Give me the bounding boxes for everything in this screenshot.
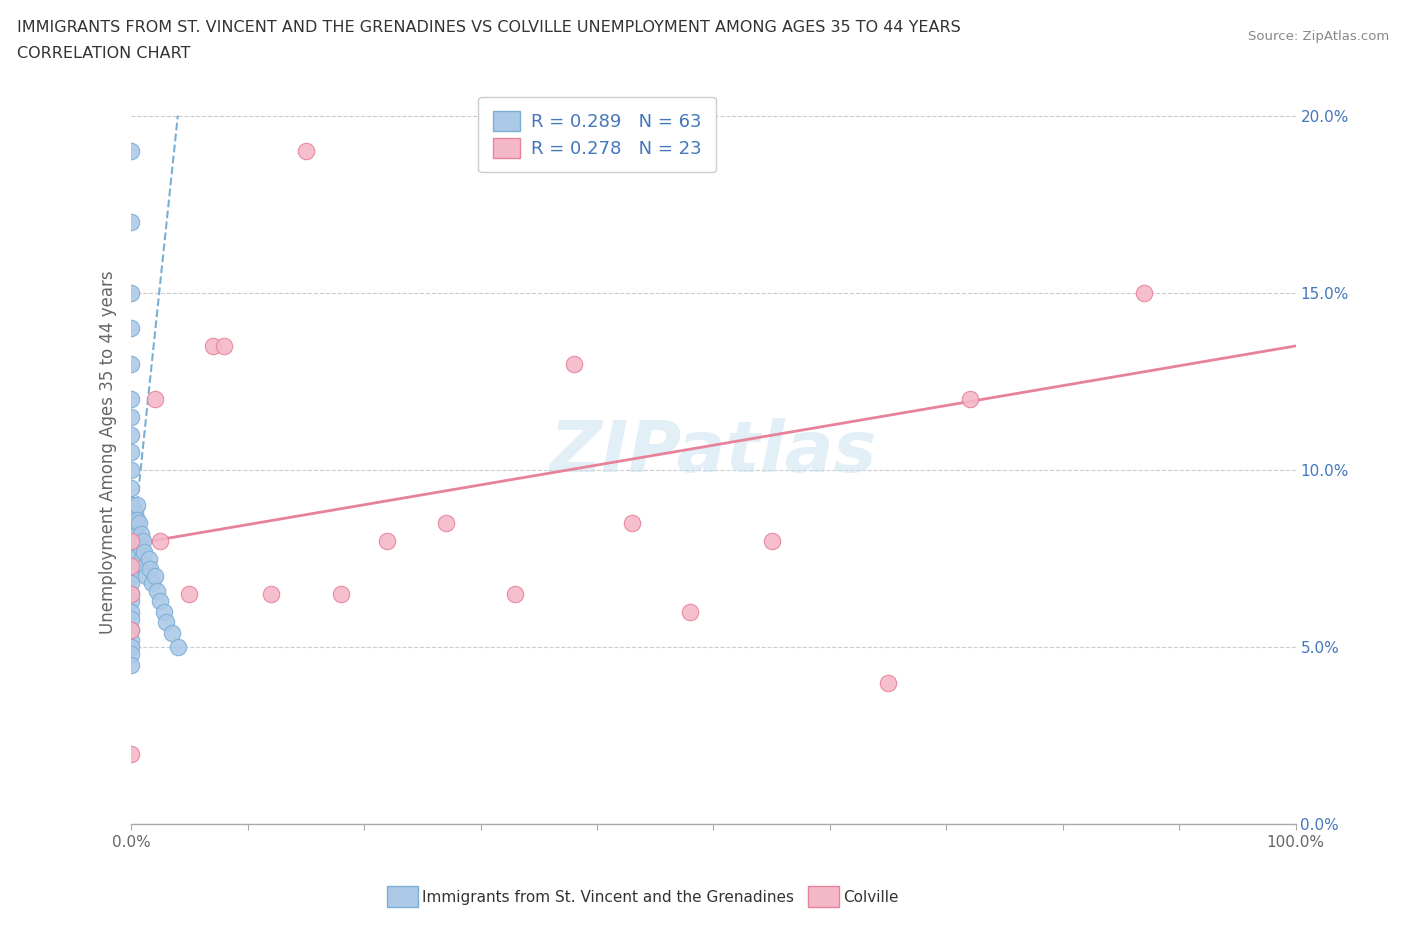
Point: [120, 356, 142, 371]
Point: [146, 583, 169, 598]
Point: [679, 604, 702, 619]
Point: [125, 526, 148, 541]
Text: Colville: Colville: [844, 890, 898, 905]
Point: [120, 611, 142, 626]
Point: [160, 626, 183, 641]
Text: CORRELATION CHART: CORRELATION CHART: [17, 46, 190, 61]
Point: [143, 392, 166, 406]
Point: [214, 339, 236, 353]
Point: [121, 516, 143, 531]
Legend: R = 0.289   N = 63, R = 0.278   N = 23: R = 0.289 N = 63, R = 0.278 N = 23: [478, 97, 716, 172]
Point: [124, 505, 146, 520]
Point: [129, 540, 152, 555]
Point: [377, 534, 399, 549]
Point: [120, 392, 142, 406]
Point: [562, 356, 585, 371]
Text: ZIPatlas: ZIPatlas: [550, 418, 877, 486]
Point: [128, 516, 150, 531]
Point: [120, 558, 142, 573]
Point: [132, 534, 155, 549]
Point: [155, 615, 177, 630]
Point: [120, 632, 142, 647]
Point: [179, 587, 201, 602]
Point: [120, 647, 142, 662]
Point: [120, 587, 142, 602]
Point: [122, 526, 145, 541]
Point: [122, 540, 145, 555]
Text: IMMIGRANTS FROM ST. VINCENT AND THE GRENADINES VS COLVILLE UNEMPLOYMENT AMONG AG: IMMIGRANTS FROM ST. VINCENT AND THE GREN…: [17, 20, 960, 35]
Text: Source: ZipAtlas.com: Source: ZipAtlas.com: [1249, 30, 1389, 43]
Point: [877, 675, 900, 690]
Point: [121, 498, 143, 513]
Point: [120, 321, 142, 336]
Point: [132, 544, 155, 559]
Point: [125, 512, 148, 527]
Point: [120, 409, 142, 424]
Point: [120, 516, 142, 531]
Point: [141, 576, 163, 591]
Point: [131, 551, 153, 566]
Point: [166, 640, 188, 655]
Point: [120, 427, 142, 442]
Point: [120, 593, 142, 608]
Point: [120, 286, 142, 300]
Point: [120, 562, 142, 577]
Point: [135, 569, 157, 584]
Point: [295, 143, 318, 158]
Point: [124, 523, 146, 538]
Text: Immigrants from St. Vincent and the Grenadines: Immigrants from St. Vincent and the Gren…: [422, 890, 794, 905]
Point: [120, 143, 142, 158]
Point: [143, 569, 166, 584]
Point: [505, 587, 527, 602]
Point: [149, 593, 172, 608]
Point: [434, 516, 457, 531]
Point: [120, 540, 142, 555]
Point: [125, 498, 148, 513]
Point: [120, 526, 142, 541]
Point: [120, 576, 142, 591]
Point: [120, 498, 142, 513]
Point: [122, 551, 145, 566]
Point: [120, 505, 142, 520]
Y-axis label: Unemployment Among Ages 35 to 44 years: Unemployment Among Ages 35 to 44 years: [100, 271, 117, 634]
Point: [260, 587, 283, 602]
Point: [120, 622, 142, 637]
Point: [120, 215, 142, 230]
Point: [120, 587, 142, 602]
Point: [125, 534, 148, 549]
Point: [959, 392, 981, 406]
Point: [127, 548, 149, 563]
Point: [139, 562, 162, 577]
Point: [620, 516, 643, 531]
Point: [120, 569, 142, 584]
Point: [120, 462, 142, 477]
Point: [120, 604, 142, 619]
Point: [153, 604, 176, 619]
Point: [120, 534, 142, 549]
Point: [120, 445, 142, 459]
Point: [120, 551, 142, 566]
Point: [120, 658, 142, 672]
Point: [125, 516, 148, 531]
Point: [124, 540, 146, 555]
Point: [120, 746, 142, 761]
Point: [134, 558, 156, 573]
Point: [120, 622, 142, 637]
Point: [129, 526, 152, 541]
Point: [120, 534, 142, 549]
Point: [127, 534, 149, 549]
Point: [329, 587, 352, 602]
Point: [120, 640, 142, 655]
Point: [761, 534, 783, 549]
Point: [149, 534, 172, 549]
Point: [201, 339, 224, 353]
Point: [1133, 286, 1156, 300]
Point: [138, 551, 160, 566]
Point: [120, 480, 142, 495]
